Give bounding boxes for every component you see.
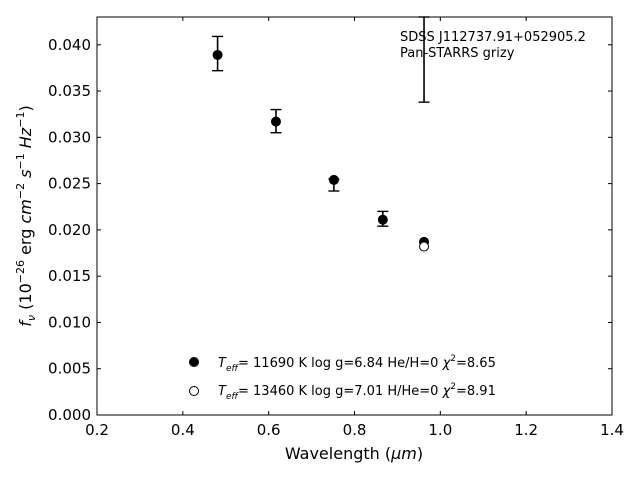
x-tick-label: 0.6	[257, 421, 281, 439]
data-points	[212, 49, 430, 252]
model-point-filled	[377, 214, 388, 225]
model-point-open	[419, 241, 430, 252]
y-axis: 0.000 0.005 0.010 0.015 0.020 0.025 0.030 0.035…	[48, 36, 612, 424]
x-tick-label: 0.4	[171, 421, 195, 439]
model-point-filled	[328, 174, 339, 185]
legend-marker-filled	[189, 357, 199, 367]
annotation-survey-name: Pan-STARRS grizy	[400, 46, 515, 61]
x-tick-label: 1.0	[428, 421, 452, 439]
y-axis-label: fν (10−26 erg cm−2 s−1 Hz−1)	[14, 105, 38, 326]
legend: Teff= 11690 K log g=6.84 He/H=0 χ2=8.65 …	[189, 354, 496, 402]
legend-entry-1: Teff= 11690 K log g=6.84 He/H=0 χ2=8.65	[218, 354, 496, 374]
y-tick-label: 0.030	[48, 128, 91, 146]
model-point-filled	[270, 116, 281, 127]
x-tick-label: 1.2	[514, 421, 538, 439]
y-tick-label: 0.040	[48, 36, 91, 54]
x-tick-label: 1.4	[600, 421, 624, 439]
x-axis-label: Wavelength (μm)	[285, 444, 423, 463]
error-bars	[212, 16, 430, 227]
y-tick-label: 0.025	[48, 175, 91, 193]
y-tick-label: 0.020	[48, 221, 91, 239]
legend-marker-open	[189, 386, 199, 396]
annotation-object-name: SDSS J112737.91+052905.2	[400, 30, 586, 45]
y-tick-label: 0.005	[48, 360, 91, 378]
y-tick-label: 0.035	[48, 82, 91, 100]
y-tick-label: 0.010	[48, 313, 91, 331]
model-point-filled	[212, 49, 223, 60]
legend-entry-2: Teff= 13460 K log g=7.01 H/He=0 χ2=8.91	[218, 382, 496, 402]
x-tick-label: 0.2	[85, 421, 109, 439]
y-tick-label: 0.015	[48, 267, 91, 285]
y-tick-label: 0.000	[48, 406, 91, 424]
x-tick-label: 0.8	[343, 421, 367, 439]
x-axis: 0.2 0.4 0.6 0.8 1.0 1.2 1.4	[85, 17, 624, 439]
annotation: SDSS J112737.91+052905.2 Pan-STARRS griz…	[400, 30, 586, 61]
